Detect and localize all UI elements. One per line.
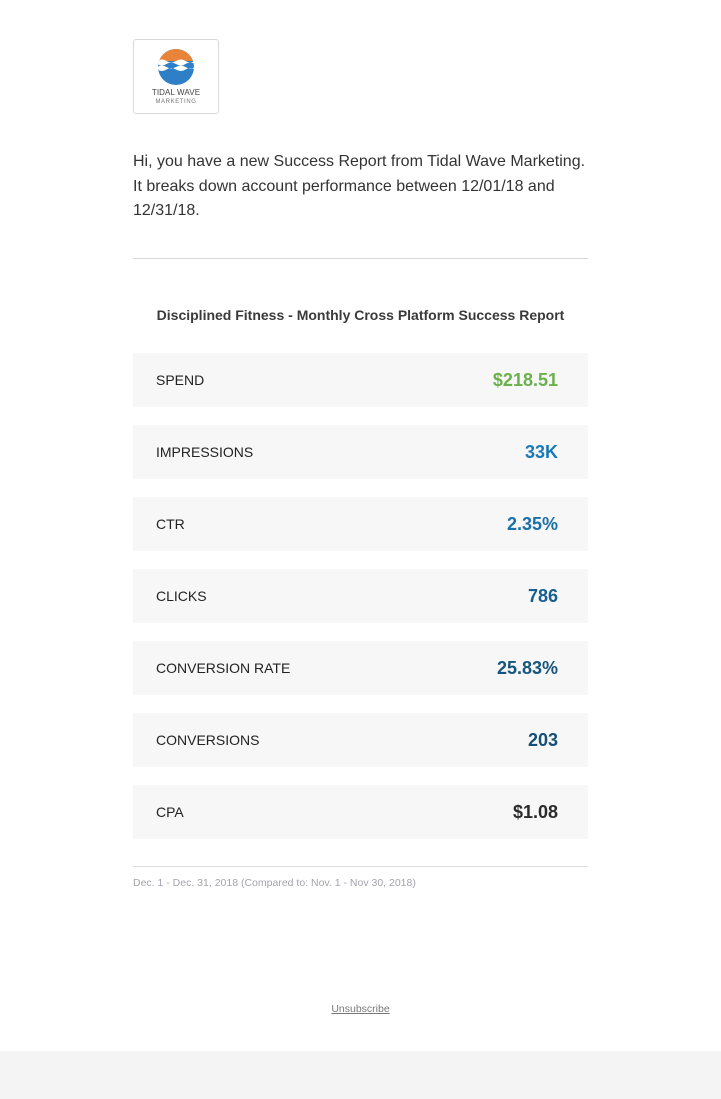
logo-subtitle: MARKETING (155, 99, 197, 105)
logo-title: TIDAL WAVE (151, 88, 201, 97)
date-range-note: Dec. 1 - Dec. 31, 2018 (Compared to: Nov… (133, 877, 416, 889)
divider (133, 866, 588, 867)
unsubscribe-link[interactable]: Unsubscribe (331, 1003, 390, 1015)
metric-value: 786 (527, 585, 558, 606)
metric-row-impressions: IMPRESSIONS 33K (133, 425, 588, 479)
metric-row-ctr: CTR 2.35% (133, 497, 588, 551)
metric-label: CONVERSIONS (156, 732, 260, 748)
report-title: Disciplined Fitness - Monthly Cross Plat… (156, 307, 565, 323)
metric-label: SPEND (156, 372, 205, 388)
metric-row-clicks: CLICKS 786 (133, 569, 588, 623)
footer-band (0, 1051, 721, 1099)
metric-row-conversion-rate: CONVERSION RATE 25.83% (133, 641, 588, 695)
divider (133, 258, 588, 259)
metric-value: 203 (527, 729, 558, 750)
metric-value: 2.35% (506, 513, 558, 534)
metric-row-conversions: CONVERSIONS 203 (133, 713, 588, 767)
intro-text: Hi, you have a new Success Report from T… (133, 153, 586, 219)
metric-value: $218.51 (492, 369, 558, 390)
wave-logo-icon (158, 49, 194, 85)
metric-label: CPA (156, 804, 184, 820)
metric-value: $1.08 (512, 801, 558, 822)
metric-row-spend: SPEND $218.51 (133, 353, 588, 407)
company-logo: TIDAL WAVE MARKETING (133, 39, 219, 114)
metric-value: 33K (524, 441, 558, 462)
metric-label: CONVERSION RATE (156, 660, 291, 676)
metric-label: IMPRESSIONS (156, 444, 254, 460)
metric-value: 25.83% (496, 657, 558, 678)
metric-label: CLICKS (156, 588, 207, 604)
metric-label: CTR (156, 516, 185, 532)
metric-row-cpa: CPA $1.08 (133, 785, 588, 839)
